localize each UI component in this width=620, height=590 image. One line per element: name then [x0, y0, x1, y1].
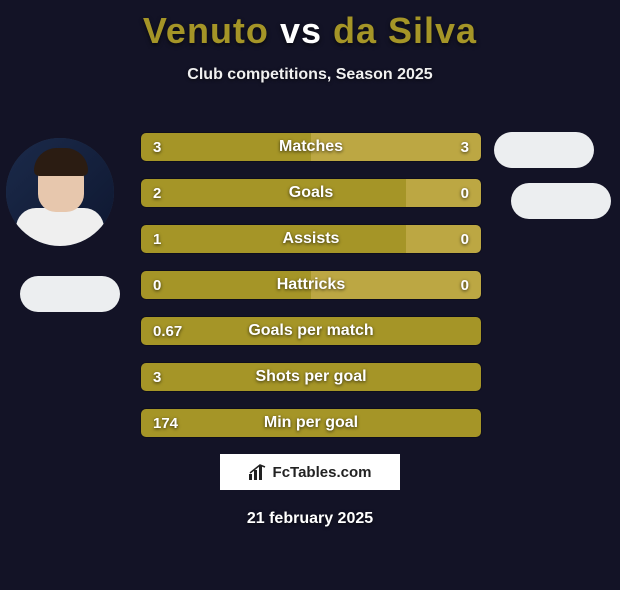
- stat-bar-player1: [141, 271, 311, 299]
- stat-bar-player1: [141, 225, 406, 253]
- page-title: Venuto vs da Silva: [0, 10, 620, 52]
- player2-flag-bottom: [511, 183, 611, 219]
- title-player2: da Silva: [333, 10, 477, 51]
- stat-bar-player2: [311, 271, 481, 299]
- player1-flag: [20, 276, 120, 312]
- player1-avatar: [6, 138, 114, 246]
- stat-bar-player2: [311, 133, 481, 161]
- stat-bar-player1: [141, 409, 481, 437]
- stat-bar-player1: [141, 179, 406, 207]
- stat-row: Shots per goal3: [140, 362, 482, 392]
- subtitle: Club competitions, Season 2025: [0, 66, 620, 84]
- stat-bar-player1: [141, 363, 481, 391]
- stat-row: Matches33: [140, 132, 482, 162]
- stat-bar-player2: [406, 179, 481, 207]
- stat-row: Hattricks00: [140, 270, 482, 300]
- footer-date: 21 february 2025: [0, 510, 620, 528]
- stat-row: Goals per match0.67: [140, 316, 482, 346]
- stat-bar-player1: [141, 133, 311, 161]
- stat-row: Assists10: [140, 224, 482, 254]
- title-vs: vs: [280, 10, 322, 51]
- stat-bar-player2: [406, 225, 481, 253]
- title-player1: Venuto: [143, 10, 269, 51]
- stat-bar-player1: [141, 317, 481, 345]
- player2-flag-top: [494, 132, 594, 168]
- site-name: FcTables.com: [273, 464, 372, 481]
- site-logo: FcTables.com: [220, 454, 400, 490]
- stat-row: Min per goal174: [140, 408, 482, 438]
- chart-icon: [249, 464, 267, 480]
- comparison-chart: Matches33 Goals20 Assists10 Hattricks00 Goal…: [140, 132, 482, 454]
- stat-row: Goals20: [140, 178, 482, 208]
